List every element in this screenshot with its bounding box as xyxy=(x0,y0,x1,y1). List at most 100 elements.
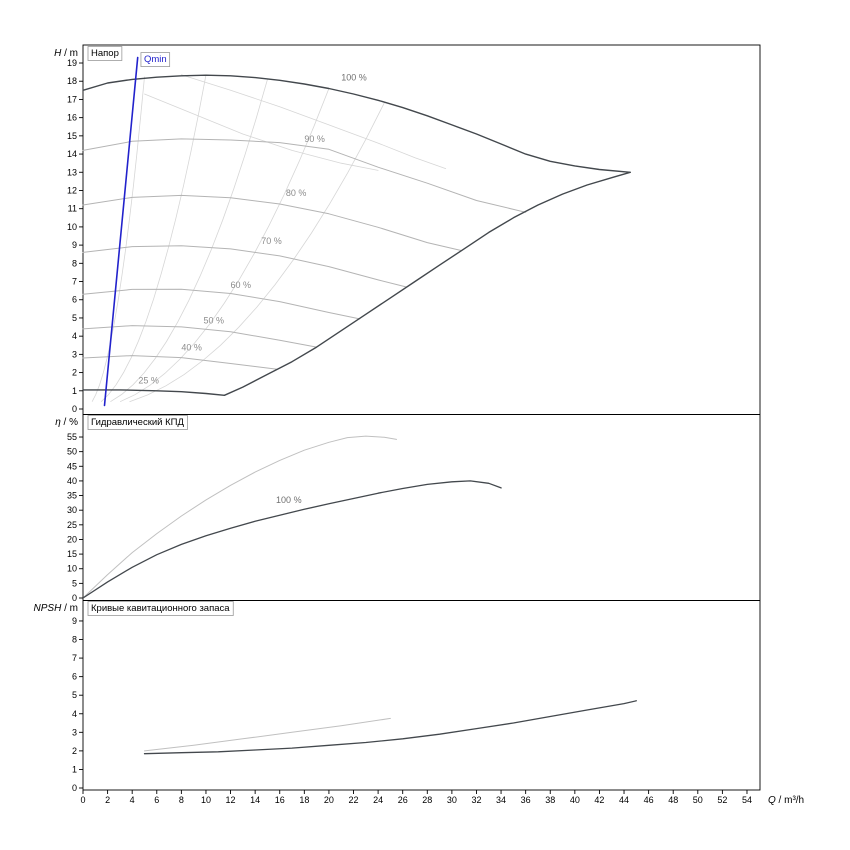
y-tick-label: 7 xyxy=(72,277,77,287)
x-tick-label: 2 xyxy=(105,795,110,805)
x-tick-label: 30 xyxy=(447,795,457,805)
curve-label: 25 % xyxy=(138,376,159,386)
x-tick-label: 18 xyxy=(299,795,309,805)
y-tick-label: 15 xyxy=(67,131,77,141)
y-tick-label: 5 xyxy=(72,313,77,323)
y-tick-label: 30 xyxy=(67,505,77,515)
x-tick-label: 24 xyxy=(373,795,383,805)
curve-speed-60 xyxy=(82,288,361,320)
svg-text:Qmin: Qmin xyxy=(144,54,167,65)
y-tick-label: 35 xyxy=(67,491,77,501)
x-tick-label: 50 xyxy=(693,795,703,805)
y-tick-label: 45 xyxy=(67,461,77,471)
x-tick-label: 0 xyxy=(80,795,85,805)
curve-label: 90 % xyxy=(304,134,325,144)
y-tick-label: 3 xyxy=(72,349,77,359)
x-tick-label: 42 xyxy=(594,795,604,805)
y-tick-label: 2 xyxy=(72,746,77,756)
panel-title-npsh: Кривые кавитационного запаса xyxy=(87,601,234,616)
x-tick-label: 4 xyxy=(130,795,135,805)
curve-label: 70 % xyxy=(261,236,282,246)
x-tick-label: 26 xyxy=(398,795,408,805)
y-tick-label: 4 xyxy=(72,331,77,341)
y-tick-label: 11 xyxy=(68,204,77,214)
curve-envelope-bottom-25 xyxy=(82,389,226,396)
affinity-parabola-4 xyxy=(119,88,330,403)
x-tick-label: 28 xyxy=(422,795,432,805)
curve-eff-reference xyxy=(82,435,397,599)
x-tick-label: 8 xyxy=(179,795,184,805)
y-tick-label: 12 xyxy=(67,185,77,195)
y-tick-label: 25 xyxy=(67,520,77,530)
y-tick-label: 18 xyxy=(67,76,77,86)
curve-label: 40 % xyxy=(181,343,202,353)
y-tick-label: 6 xyxy=(72,672,77,682)
curve-speed-70 xyxy=(82,245,407,288)
curve-speed-90 xyxy=(82,138,527,213)
x-axis-label: Q / m³/h xyxy=(768,795,804,806)
plot-border xyxy=(82,44,761,791)
y-tick-label: 4 xyxy=(72,709,77,719)
curve-speed-80 xyxy=(82,194,463,252)
y-tick-label: 8 xyxy=(72,258,77,268)
x-tick-label: 40 xyxy=(570,795,580,805)
qmin-label-box xyxy=(140,52,171,67)
y-tick-label: 0 xyxy=(72,404,77,414)
x-tick-label: 36 xyxy=(521,795,531,805)
curve-label: 100 % xyxy=(276,495,302,505)
y-tick-label: 50 xyxy=(67,447,77,457)
curve-mesh-arc-2 xyxy=(180,74,447,170)
y-tick-label: 7 xyxy=(72,653,77,663)
curve-label: 80 % xyxy=(286,188,307,198)
x-tick-label: 38 xyxy=(545,795,555,805)
curve-envelope-top-100 xyxy=(82,74,631,174)
curve-speed-40 xyxy=(82,355,278,370)
x-tick-label: 32 xyxy=(471,795,481,805)
curve-label: 50 % xyxy=(204,315,225,325)
x-tick-label: 44 xyxy=(619,795,629,805)
y-tick-label: 5 xyxy=(72,578,77,588)
y-tick-label: 1 xyxy=(72,386,77,396)
curve-npsh-100 xyxy=(143,700,637,755)
y-axis-label-eff: η / % xyxy=(55,417,78,428)
curve-label: 100 % xyxy=(341,72,367,82)
y-tick-label: 19 xyxy=(67,58,77,68)
curve-eff-100 xyxy=(82,480,502,599)
curve-npsh-reference xyxy=(144,717,391,752)
y-tick-label: 3 xyxy=(72,727,77,737)
panel-title-eff-box xyxy=(87,415,188,430)
y-axis-label-head: H / m xyxy=(54,48,78,59)
y-tick-label: 0 xyxy=(72,783,77,793)
affinity-parabola-3 xyxy=(110,79,268,403)
y-tick-label: 9 xyxy=(72,240,77,250)
x-tick-label: 46 xyxy=(644,795,654,805)
affinity-parabola-1 xyxy=(91,76,145,402)
x-tick-label: 16 xyxy=(275,795,285,805)
panel-title-head-box xyxy=(87,46,123,61)
y-tick-label: 40 xyxy=(67,476,77,486)
curve-speed-50 xyxy=(82,325,318,348)
curve-envelope-right-max xyxy=(223,171,631,396)
x-tick-label: 20 xyxy=(324,795,334,805)
x-tick-label: 22 xyxy=(349,795,359,805)
curve-qmin-line xyxy=(103,56,139,407)
y-tick-label: 20 xyxy=(67,534,77,544)
affinity-parabola-5 xyxy=(129,102,385,403)
x-tick-label: 14 xyxy=(250,795,260,805)
y-tick-label: 2 xyxy=(72,368,77,378)
panel-title-head: Напор xyxy=(87,46,123,61)
y-tick-label: 1 xyxy=(72,764,77,774)
x-tick-label: 10 xyxy=(201,795,211,805)
panel-title-eff: Гидравлический КПД xyxy=(87,415,188,430)
qmin-label: Qmin xyxy=(140,52,171,67)
affinity-parabola-2 xyxy=(100,74,207,402)
x-tick-label: 12 xyxy=(226,795,236,805)
svg-text:Кривые кавитационного запаса: Кривые кавитационного запаса xyxy=(91,603,230,614)
y-tick-label: 10 xyxy=(67,222,77,232)
y-tick-label: 14 xyxy=(67,149,77,159)
x-tick-label: 6 xyxy=(154,795,159,805)
svg-text:Гидравлический КПД: Гидравлический КПД xyxy=(91,417,184,428)
x-tick-label: 52 xyxy=(717,795,727,805)
